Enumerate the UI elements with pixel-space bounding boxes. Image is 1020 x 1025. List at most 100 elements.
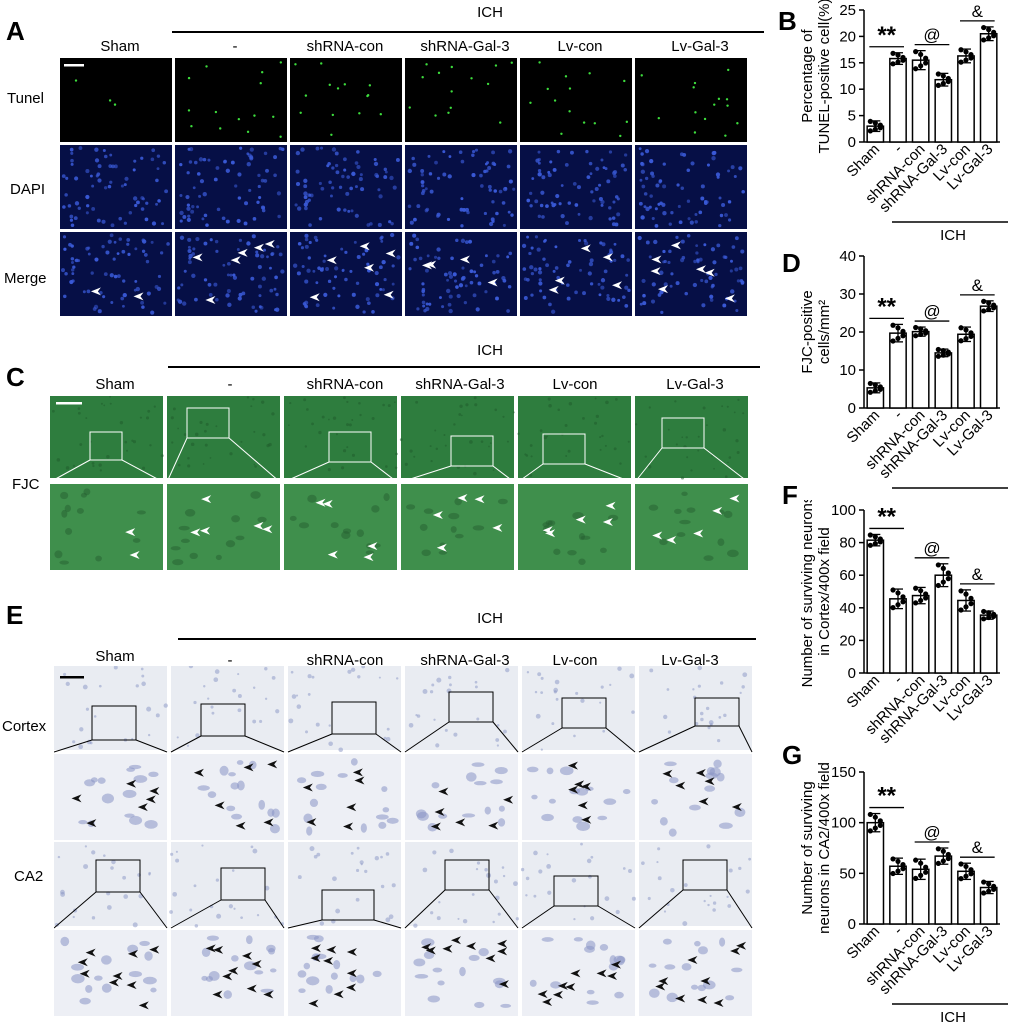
chart-bar: [911, 59, 930, 143]
arrowhead-icon: [212, 990, 223, 999]
chart-ytick-label: 40: [839, 248, 856, 265]
panel-c-micrographs: [50, 396, 749, 570]
chart-point: [913, 875, 919, 881]
arrowhead-icon: [498, 980, 509, 989]
arrowhead-icon: [193, 768, 204, 777]
arrowhead-icon: [687, 955, 698, 964]
scale-bar: [64, 64, 84, 67]
chart-significance-label: @: [923, 823, 940, 842]
arrowhead-icon: [675, 781, 686, 790]
arrowhead-icon: [713, 998, 724, 1007]
chart-f: Number of surviving neuronsin Cortex/400…: [799, 500, 1000, 747]
arrowhead-icon: [497, 939, 508, 948]
chart-point: [918, 326, 924, 332]
arrowhead-icon: [425, 946, 436, 955]
chart-point: [923, 595, 929, 601]
arrowhead-icon: [343, 822, 354, 831]
panel-a-col-lv-con: Lv-con: [557, 38, 603, 55]
arrowhead-icon: [352, 768, 363, 777]
chart-point: [918, 63, 924, 69]
panel-letter-a: A: [6, 16, 25, 46]
chart-point: [981, 298, 987, 304]
chart-point: [890, 870, 896, 877]
arrowhead-icon: [492, 523, 503, 532]
chart-point: [963, 49, 969, 55]
chart-point: [900, 594, 906, 600]
arrowhead-icon: [554, 276, 565, 285]
chart-point: [923, 55, 929, 61]
chart-point: [867, 389, 873, 395]
panel-c-tile: [283, 396, 398, 570]
chart-point: [963, 327, 969, 333]
chart-point: [958, 47, 964, 53]
arrowhead-icon: [704, 268, 715, 277]
arrowhead-icon: [79, 969, 90, 978]
chart-point: [923, 591, 929, 597]
arrowhead-icon: [652, 531, 663, 540]
chart-bar: [957, 55, 975, 143]
arrowhead-icon: [605, 501, 616, 510]
chart-ytick-label: 30: [839, 286, 856, 303]
panel-a-col-shrna-gal3: shRNA-Gal-3: [420, 38, 510, 55]
chart-ytick-label: 0: [848, 400, 856, 417]
panel-a-tile: [175, 232, 287, 316]
panel-e-col-shrna-con: shRNA-con: [306, 652, 384, 669]
chart-ylabel: Percentage ofTUNEL-positive cell(%): [799, 0, 833, 154]
panel-a-tile: [290, 232, 402, 316]
arrowhead-icon: [129, 551, 140, 560]
chart-point: [877, 536, 883, 542]
chart-point: [968, 51, 974, 58]
chart-point: [945, 349, 951, 355]
arrowhead-icon: [596, 969, 607, 978]
arrowhead-icon: [346, 948, 357, 957]
panel-e-col-shrna-gal3: shRNA-Gal-3: [420, 652, 510, 669]
arrowhead-icon: [442, 944, 453, 953]
arrowhead-icon: [126, 981, 137, 990]
chart-significance-label: @: [923, 302, 940, 321]
chart-ytick-label: 80: [839, 535, 856, 552]
chart-point: [945, 851, 951, 858]
chart-point: [981, 308, 987, 314]
arrowhead-icon: [253, 243, 264, 252]
scale-bar: [60, 676, 84, 679]
arrowhead-icon: [237, 248, 248, 257]
arrowhead-icon: [346, 969, 357, 978]
panel-a-col-shrna-con: shRNA-con: [306, 38, 384, 55]
chart-point: [913, 333, 919, 339]
chart-point: [935, 562, 941, 568]
arrowhead-icon: [267, 760, 278, 769]
chart-ich-label: ICH: [940, 227, 966, 244]
panel-a-tile: [520, 145, 632, 229]
chart-significance-label: **: [877, 503, 896, 530]
chart-significance-label: @: [923, 539, 940, 558]
chart-point: [918, 860, 924, 866]
chart-point: [872, 388, 878, 394]
chart-point: [923, 60, 929, 66]
chart-point: [923, 328, 929, 334]
arrowhead-icon: [730, 947, 741, 956]
panel-c-col-lv-gal3: Lv-Gal-3: [666, 376, 724, 393]
chart-point: [867, 828, 873, 834]
chart-bar: [889, 57, 907, 143]
panel-e-tile: [169, 842, 285, 1016]
chart-point: [958, 607, 964, 613]
chart-point: [872, 814, 878, 820]
arrowhead-icon: [607, 971, 618, 980]
arrowhead-icon: [127, 949, 138, 958]
chart-ylabel: Number of survivingneurons in CA2/400x f…: [799, 762, 833, 934]
arrowhead-icon: [125, 528, 136, 537]
scale-bar: [56, 402, 82, 405]
chart-ytick-label: 100: [831, 502, 856, 519]
chart-significance-label: **: [877, 293, 896, 320]
chart-ytick-label: 150: [831, 764, 856, 781]
arrowhead-icon: [432, 510, 443, 519]
arrowhead-icon: [565, 983, 576, 992]
arrowhead-icon: [77, 958, 88, 967]
panel-letter-g: G: [782, 740, 803, 770]
arrowhead-icon: [326, 256, 337, 265]
chart-ytick-label: 20: [839, 632, 856, 649]
arrowhead-icon: [241, 951, 252, 960]
arrowhead-icon: [459, 255, 470, 264]
chart-bar: [979, 33, 998, 143]
chart-ytick-label: 10: [839, 362, 856, 379]
